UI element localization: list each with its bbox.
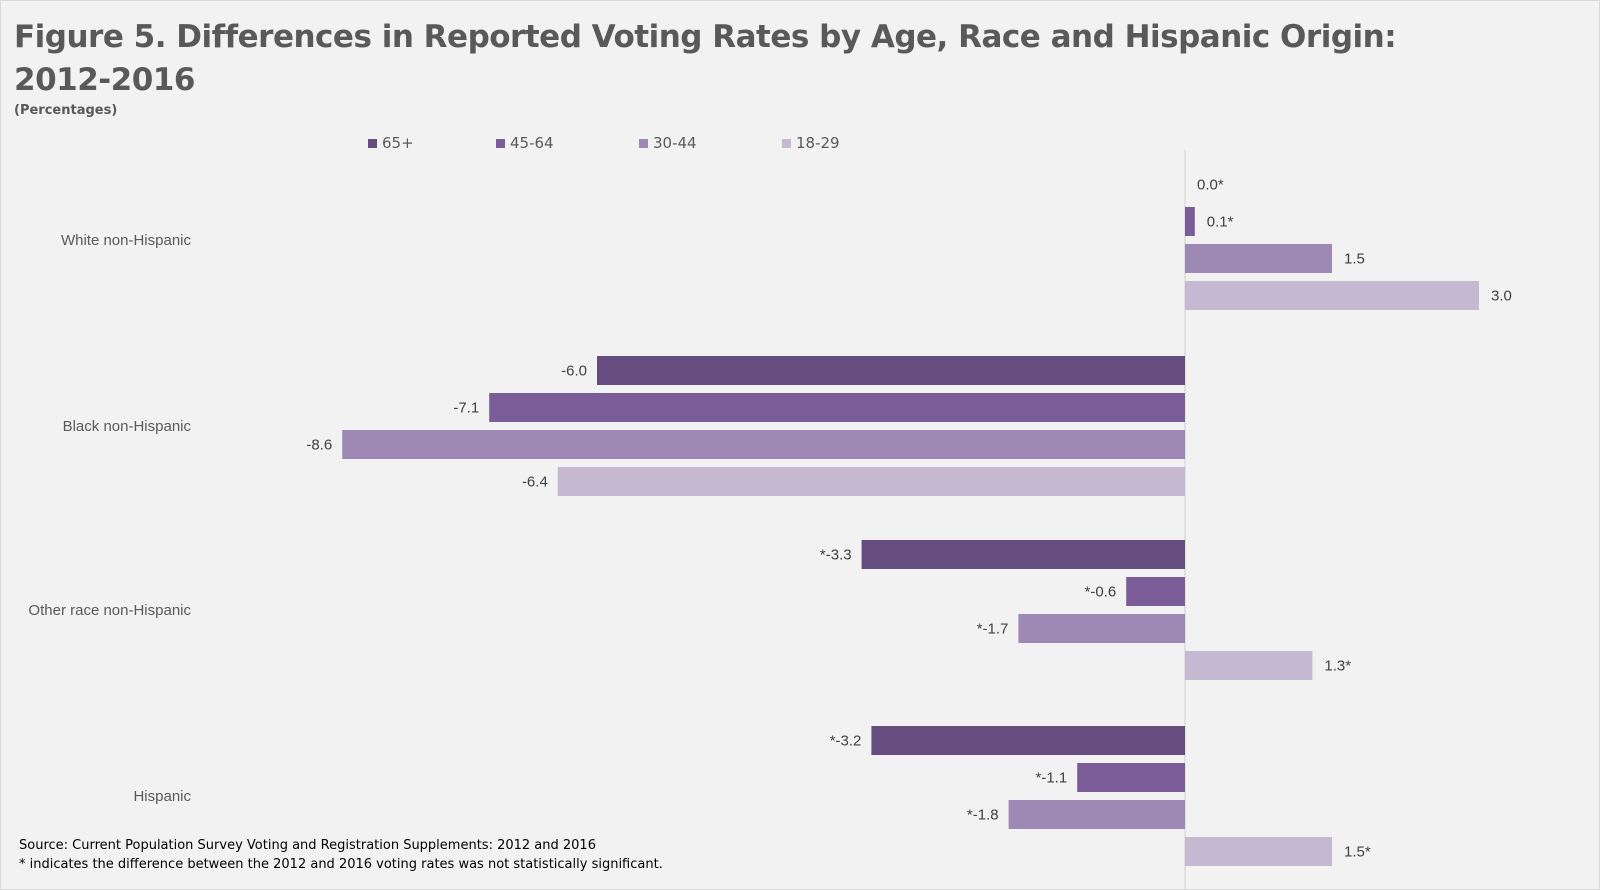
bar-45-64-2 — [1126, 577, 1185, 606]
data-label: 0.1* — [1207, 214, 1234, 231]
data-label: *-0.6 — [1085, 584, 1117, 601]
legend-label: 45-64 — [510, 134, 554, 152]
legend-swatch — [496, 138, 505, 148]
data-label: 3.0 — [1491, 288, 1512, 305]
bar-18-29-1 — [557, 467, 1185, 496]
bar-65plus-2 — [861, 540, 1185, 569]
legend-swatch — [368, 138, 377, 148]
data-label: *-1.8 — [967, 807, 999, 824]
bar-18-29-0 — [1185, 281, 1479, 310]
category-label: Black non-Hispanic — [63, 418, 192, 435]
data-label: -6.4 — [522, 474, 548, 491]
chart-title: Figure 5. Differences in Reported Voting… — [14, 16, 1397, 102]
title-line-2: 2012-2016 — [14, 62, 195, 98]
bar-30-44-0 — [1185, 244, 1332, 273]
significance-note: * indicates the difference between the 2… — [19, 857, 663, 872]
category-label: Hispanic — [133, 788, 191, 805]
title-line-1: Figure 5. Differences in Reported Voting… — [14, 19, 1397, 55]
data-label: *-3.3 — [820, 547, 852, 564]
bar-45-64-0 — [1185, 207, 1195, 236]
bar-65plus-1 — [597, 356, 1185, 385]
legend-label: 18-29 — [796, 134, 840, 152]
data-label: *-1.1 — [1036, 770, 1068, 787]
data-label: 1.3* — [1324, 658, 1351, 675]
legend-label: 65+ — [382, 134, 414, 152]
legend-item-65plus: 65+ — [368, 134, 414, 152]
category-label: White non-Hispanic — [61, 232, 192, 249]
legend-swatch — [782, 138, 791, 148]
legend-item-45-64: 45-64 — [496, 134, 554, 152]
bar-18-29-2 — [1185, 651, 1313, 680]
data-label: *-1.7 — [977, 621, 1009, 638]
legend-swatch — [639, 138, 648, 148]
bar-30-44-1 — [342, 430, 1185, 459]
data-label: 1.5 — [1344, 251, 1365, 268]
bar-18-29-3 — [1185, 837, 1332, 866]
data-label: 1.5* — [1344, 844, 1371, 861]
data-label: 0.0* — [1197, 177, 1224, 194]
source-note: Source: Current Population Survey Voting… — [19, 836, 663, 874]
bar-45-64-1 — [489, 393, 1185, 422]
data-label: -6.0 — [561, 363, 587, 380]
data-label: *-3.2 — [830, 733, 862, 750]
legend-item-30-44: 30-44 — [639, 134, 697, 152]
data-label: -8.6 — [306, 437, 332, 454]
data-label: -7.1 — [453, 400, 479, 417]
legend-item-18-29: 18-29 — [782, 134, 840, 152]
bar-65plus-3 — [871, 726, 1185, 755]
chart-subtitle: (Percentages) — [14, 103, 118, 118]
bar-30-44-2 — [1018, 614, 1185, 643]
bar-30-44-3 — [1008, 800, 1185, 829]
category-label: Other race non-Hispanic — [28, 602, 191, 619]
source-text: Source: Current Population Survey Voting… — [19, 838, 596, 853]
legend-label: 30-44 — [653, 134, 697, 152]
bar-45-64-3 — [1077, 763, 1185, 792]
